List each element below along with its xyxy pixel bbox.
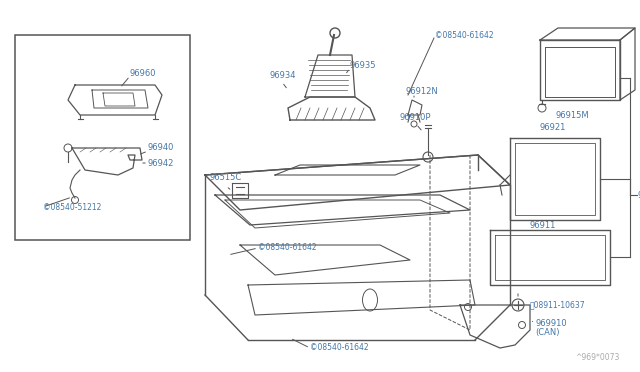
Text: ©08540-51212: ©08540-51212 (43, 202, 101, 212)
Text: ^969*0073: ^969*0073 (575, 353, 620, 362)
Text: 969910: 969910 (535, 318, 566, 327)
Text: Ⓝ08911-10637: Ⓝ08911-10637 (530, 301, 586, 310)
Bar (15, 35, 190, 240)
Text: ©08540-61642: ©08540-61642 (310, 343, 369, 353)
Text: 96910: 96910 (638, 190, 640, 199)
Text: 96960: 96960 (130, 68, 157, 77)
Text: 96921: 96921 (540, 124, 566, 132)
Text: 96515C: 96515C (210, 173, 243, 183)
Text: 96910P: 96910P (400, 113, 431, 122)
Text: ©08540-61642: ©08540-61642 (258, 244, 317, 253)
Text: 96942: 96942 (148, 158, 174, 167)
Text: 96912N: 96912N (405, 87, 438, 96)
Text: 96940: 96940 (148, 144, 174, 153)
Text: 96915M: 96915M (555, 110, 589, 119)
Text: 96935: 96935 (350, 61, 376, 70)
Text: 96911: 96911 (530, 221, 556, 230)
Text: (CAN): (CAN) (535, 328, 559, 337)
Text: ©08540-61642: ©08540-61642 (435, 31, 493, 39)
Text: 96934: 96934 (270, 71, 296, 80)
